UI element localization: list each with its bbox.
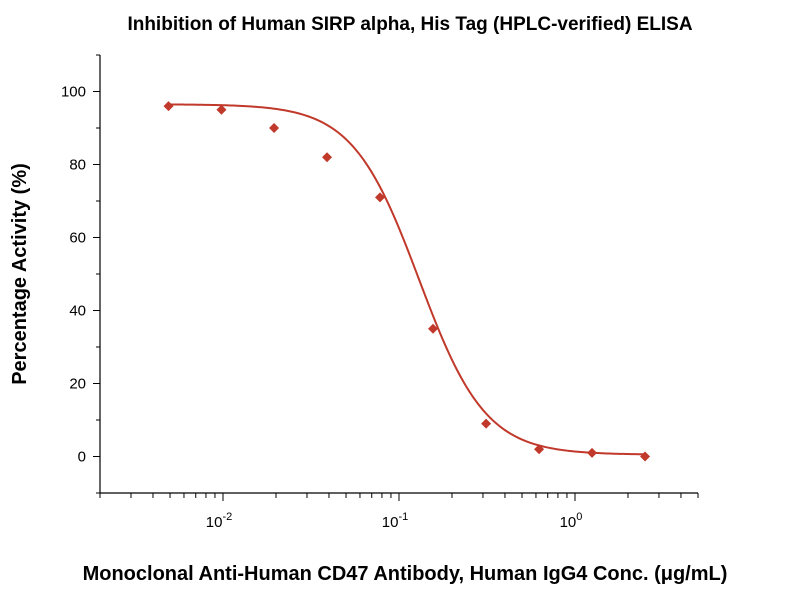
chart-title: Inhibition of Human SIRP alpha, His Tag … <box>127 14 692 35</box>
data-points <box>163 101 651 462</box>
y-tick-label: 40 <box>69 303 86 320</box>
data-point <box>587 447 598 458</box>
x-axis-ticks: 10-2 10-1 100 <box>99 493 699 531</box>
data-point <box>640 451 651 462</box>
data-point <box>534 444 545 455</box>
x-tick-base: 10 <box>206 514 223 531</box>
axes <box>99 55 698 494</box>
x-tick-base: 10 <box>382 514 399 531</box>
x-tick-base: 10 <box>560 514 577 531</box>
data-point <box>427 323 438 334</box>
data-point <box>216 104 227 115</box>
data-point <box>269 123 280 133</box>
x-tick-label: 10-1 <box>382 511 408 531</box>
data-point <box>322 152 333 163</box>
x-tick-exponent: -1 <box>398 511 408 523</box>
data-point <box>481 418 492 429</box>
x-tick-exponent: -2 <box>222 511 232 523</box>
data-point <box>375 192 386 203</box>
y-axis-ticks: 0 20 40 60 80 100 <box>61 54 100 494</box>
y-tick-label: 100 <box>61 84 86 101</box>
x-axis-label: Monoclonal Anti-Human CD47 Antibody, Hum… <box>83 563 728 585</box>
y-tick-label: 20 <box>69 376 86 393</box>
y-tick-label: 80 <box>69 157 86 174</box>
x-tick-label: 100 <box>560 511 583 531</box>
x-tick-label: 10-2 <box>206 511 232 531</box>
y-axis-label: Percentage Activity (%) <box>9 163 31 385</box>
y-tick-label: 0 <box>78 449 86 466</box>
y-tick-label: 60 <box>69 230 86 247</box>
fit-curve <box>168 103 646 456</box>
data-point <box>163 101 174 112</box>
x-tick-exponent: 0 <box>576 511 582 523</box>
